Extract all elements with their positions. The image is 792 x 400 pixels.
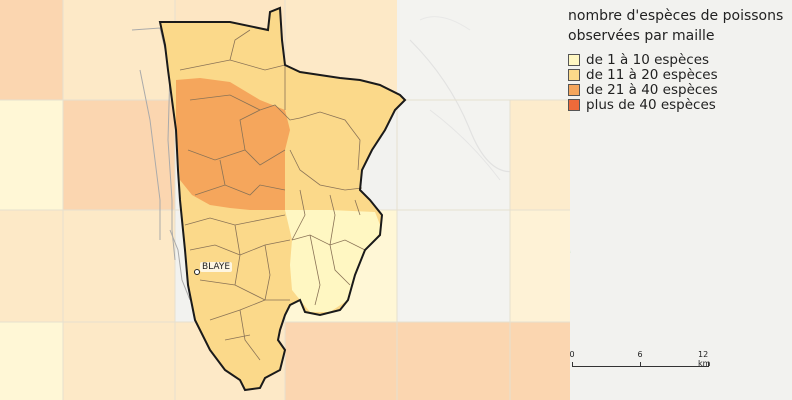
legend-label: de 1 à 10 espèces (586, 51, 710, 68)
commune-borders (179, 29, 366, 361)
territory (158, 6, 407, 392)
town-label-blaye: BLAYE (200, 262, 233, 272)
cell-1 (0, 0, 63, 100)
legend-item: plus de 40 espèces (568, 96, 790, 113)
legend-title: nombre d'espèces de poissons observées p… (568, 6, 790, 46)
cell-12 (0, 322, 63, 400)
legend-item: de 1 à 10 espèces (568, 51, 790, 68)
cell-6 (63, 100, 175, 210)
legend-title-line1: nombre d'espèces de poissons (568, 8, 784, 24)
cell-9 (63, 210, 175, 322)
cell-2 (63, 0, 175, 100)
cell-16 (397, 322, 510, 400)
legend-item: de 21 à 40 espèces (568, 81, 790, 98)
scale-bar: 0 6 12 km (568, 350, 728, 380)
scale-tick (640, 362, 641, 367)
legend-title-line2: observées par maille (568, 28, 715, 44)
legend-item: de 11 à 20 espèces (568, 66, 790, 83)
legend-label: de 11 à 20 espèces (586, 66, 718, 83)
cell-5 (0, 100, 63, 210)
scale-tick (572, 362, 573, 367)
scale-label-0: 0 (569, 350, 575, 359)
cell-17 (510, 322, 570, 400)
scale-tick (708, 362, 709, 367)
legend-label: de 21 à 40 espèces (586, 81, 718, 98)
legend: nombre d'espèces de poissons observées p… (568, 6, 790, 113)
legend-swatch (568, 68, 580, 81)
scale-label-12: 12 km (698, 350, 711, 368)
cell-11 (510, 210, 570, 322)
estuary-boundaries (131, 27, 191, 301)
territory-outline (158, 6, 407, 392)
legend-swatch (568, 98, 580, 111)
legend-label: plus de 40 espèces (586, 96, 716, 113)
cell-15 (285, 322, 397, 400)
town-marker (194, 269, 200, 275)
cell-13 (63, 322, 175, 400)
legend-swatch (568, 83, 580, 96)
cell-7 (510, 100, 570, 210)
scale-label-6: 6 (637, 350, 643, 359)
cell-8 (0, 210, 63, 322)
legend-swatch (568, 53, 580, 66)
